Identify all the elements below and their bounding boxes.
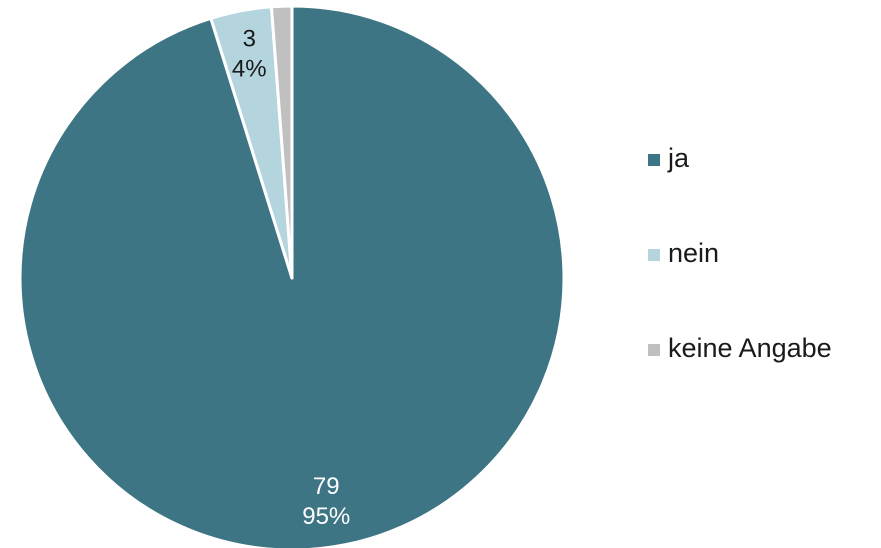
legend-label: keine Angabe [668, 333, 832, 363]
legend-label: ja [667, 143, 690, 173]
data-label-value: 3 [243, 25, 256, 52]
data-label-value: 79 [313, 473, 340, 500]
data-label-percent: 4% [232, 55, 267, 82]
legend-swatch [648, 154, 660, 166]
legend-swatch [648, 344, 660, 356]
legend-label: nein [668, 238, 719, 268]
pie-slice [18, 4, 566, 548]
pie-slice [269, 4, 294, 280]
legend-swatch [648, 249, 660, 261]
data-label-percent: 95% [302, 503, 350, 530]
